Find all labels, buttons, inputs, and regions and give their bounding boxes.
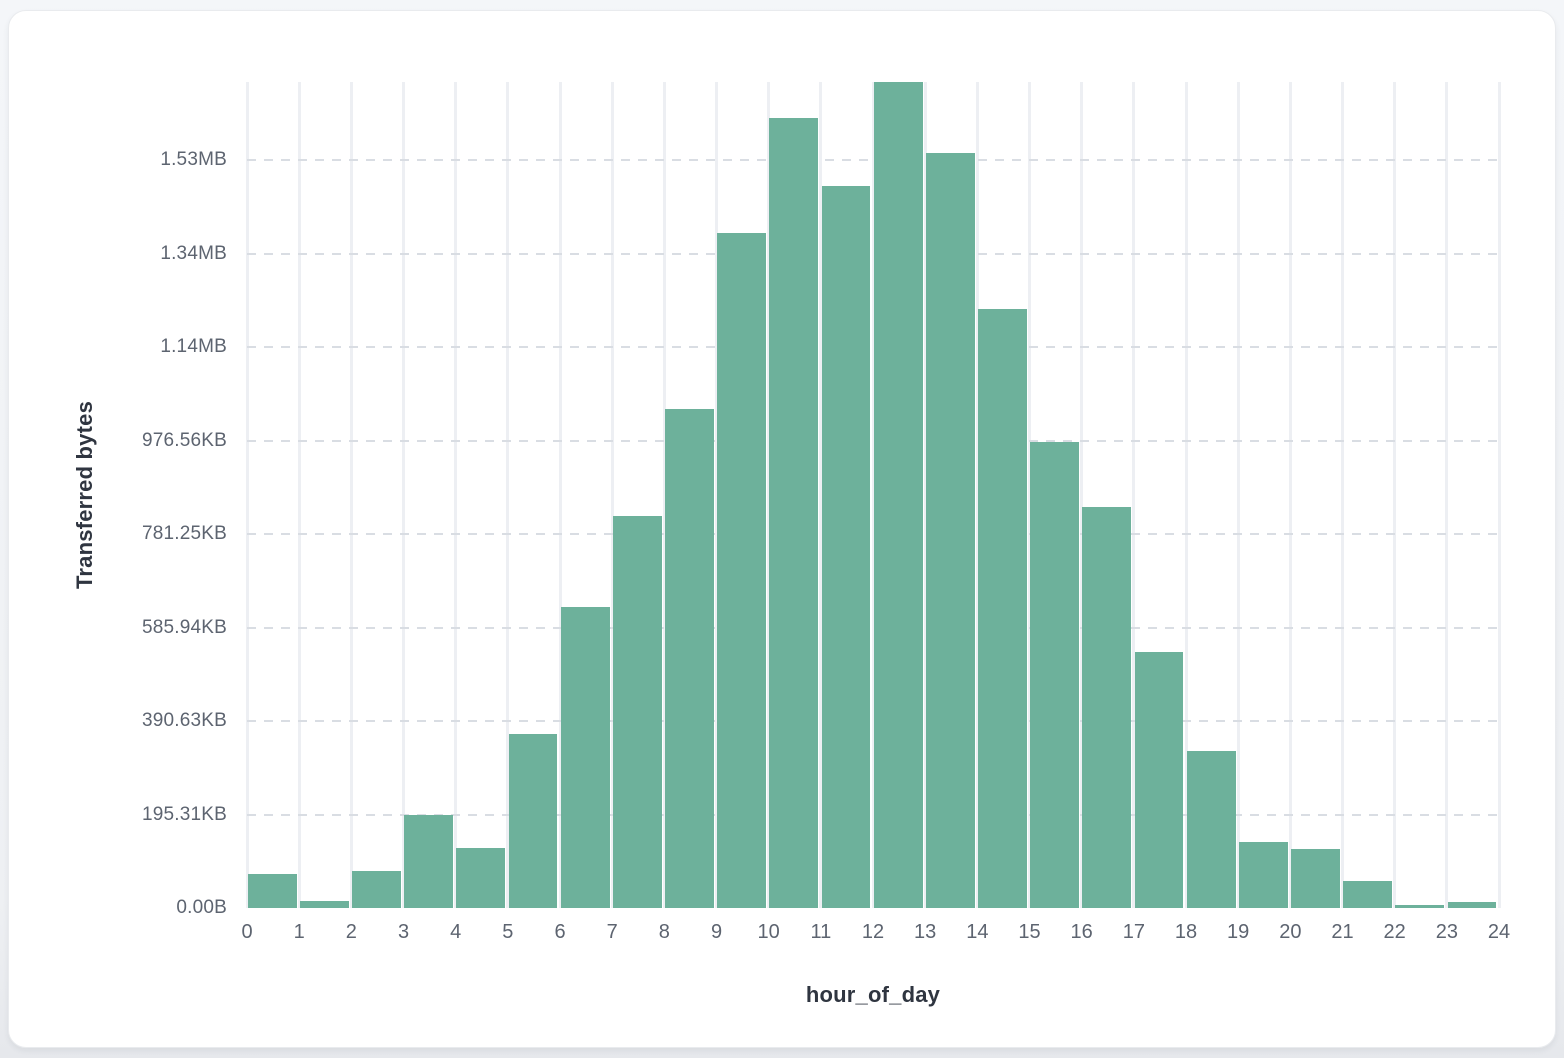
x-tick-label: 1 <box>293 921 305 943</box>
y-gridline <box>247 252 1499 255</box>
chart-card: 0.00B 195.31KB 390.63KB 585.94KB 781.25KB 976… <box>8 10 1556 1048</box>
histogram-bar <box>508 734 558 908</box>
y-tick-label: 585.94KB <box>141 616 227 638</box>
x-gridline <box>1028 82 1031 908</box>
x-gridline <box>1288 82 1292 908</box>
x-tick-label: 2 <box>345 921 357 943</box>
x-tick-label: 12 <box>861 921 885 943</box>
histogram-bar <box>1238 842 1288 908</box>
y-tick-label: 1.34MB <box>160 242 227 264</box>
histogram-bar <box>352 871 401 908</box>
x-tick-label: 9 <box>710 921 723 943</box>
histogram-bar <box>1030 441 1080 908</box>
histogram-bar <box>1395 904 1445 908</box>
histogram-bar <box>925 153 975 908</box>
x-gridline <box>558 82 562 908</box>
x-tick-label: 23 <box>1435 921 1458 943</box>
x-tick-label: 19 <box>1227 921 1250 943</box>
histogram-bar <box>404 815 454 908</box>
y-tick-label: 1.14MB <box>160 336 227 358</box>
y-tick-label: 976.56KB <box>141 429 227 451</box>
x-tick-label: 0 <box>241 921 253 943</box>
histogram-bar <box>612 515 662 908</box>
x-gridline <box>923 82 927 908</box>
y-axis-title: Transferred bytes <box>72 400 97 590</box>
x-gridline <box>454 82 458 908</box>
x-tick-label: 13 <box>914 921 937 943</box>
x-tick-label: 21 <box>1331 921 1354 943</box>
x-gridline <box>1497 82 1501 908</box>
x-tick-label: 5 <box>502 921 514 943</box>
x-axis-title: hour_of_day <box>805 982 941 1007</box>
x-tick-label: 8 <box>658 921 670 943</box>
y-gridline <box>247 533 1499 536</box>
histogram-bar <box>665 408 714 908</box>
histogram-bar <box>1186 751 1236 908</box>
x-gridline <box>297 82 301 908</box>
histogram-bar <box>821 186 871 908</box>
histogram-bar <box>299 900 349 908</box>
x-gridline <box>819 82 823 908</box>
histogram-bar <box>769 117 819 908</box>
histogram-bar <box>1082 506 1132 908</box>
x-gridline <box>662 82 666 908</box>
x-tick-label: 17 <box>1122 921 1145 943</box>
histogram-bar <box>456 848 506 908</box>
x-gridline <box>1236 82 1240 908</box>
y-gridline <box>247 346 1499 349</box>
x-tick-label: 24 <box>1487 921 1511 943</box>
x-gridline <box>1184 82 1188 908</box>
x-tick-label: 15 <box>1018 921 1041 943</box>
x-gridline <box>767 82 771 908</box>
x-tick-label: 18 <box>1174 921 1198 943</box>
x-gridline <box>1132 82 1136 908</box>
y-gridline <box>247 439 1499 442</box>
x-gridline <box>1393 82 1397 908</box>
histogram-chart: 0.00B 195.31KB 390.63KB 585.94KB 781.25KB 976… <box>9 11 1555 1047</box>
y-tick-label: 1.53MB <box>160 149 227 171</box>
histogram-bar <box>247 873 297 908</box>
y-tick-label: 781.25KB <box>141 523 227 545</box>
plot-area <box>245 82 1501 908</box>
histogram-bar <box>1447 902 1497 908</box>
x-gridline <box>871 82 875 908</box>
x-gridline <box>1445 82 1449 908</box>
x-gridline <box>402 82 405 908</box>
histogram-bar <box>717 232 767 908</box>
y-tick-label: 390.63KB <box>141 710 227 732</box>
y-gridline <box>247 720 1499 723</box>
x-tick-label: 16 <box>1070 921 1093 943</box>
x-tick-label: 4 <box>450 921 462 943</box>
y-gridline <box>247 626 1499 629</box>
x-gridline <box>975 82 979 908</box>
histogram-bar <box>1343 880 1393 908</box>
x-tick-label: 11 <box>810 921 832 943</box>
x-tick-label: 22 <box>1383 921 1406 943</box>
x-gridline <box>715 82 718 908</box>
x-tick-label: 3 <box>397 921 410 943</box>
histogram-bar <box>873 82 923 908</box>
x-tick-label: 14 <box>966 921 989 943</box>
x-gridline <box>245 82 249 908</box>
x-tick-label: 6 <box>554 921 566 943</box>
y-gridline <box>247 813 1499 816</box>
x-gridline <box>1080 82 1084 908</box>
histogram-bar <box>1134 652 1184 908</box>
y-tick-label: 0.00B <box>176 897 227 918</box>
histogram-bar <box>978 309 1027 908</box>
y-gridline <box>247 159 1499 162</box>
x-gridline <box>1341 82 1344 908</box>
x-gridline <box>506 82 510 908</box>
y-tick-label: 195.31KB <box>141 803 227 825</box>
x-tick-label: 7 <box>606 921 618 943</box>
x-tick-label: 20 <box>1279 921 1302 943</box>
x-gridline <box>349 82 353 908</box>
x-tick-label: 10 <box>757 921 780 943</box>
histogram-bar <box>1291 848 1340 908</box>
histogram-bar <box>560 607 610 908</box>
x-gridline <box>610 82 614 908</box>
